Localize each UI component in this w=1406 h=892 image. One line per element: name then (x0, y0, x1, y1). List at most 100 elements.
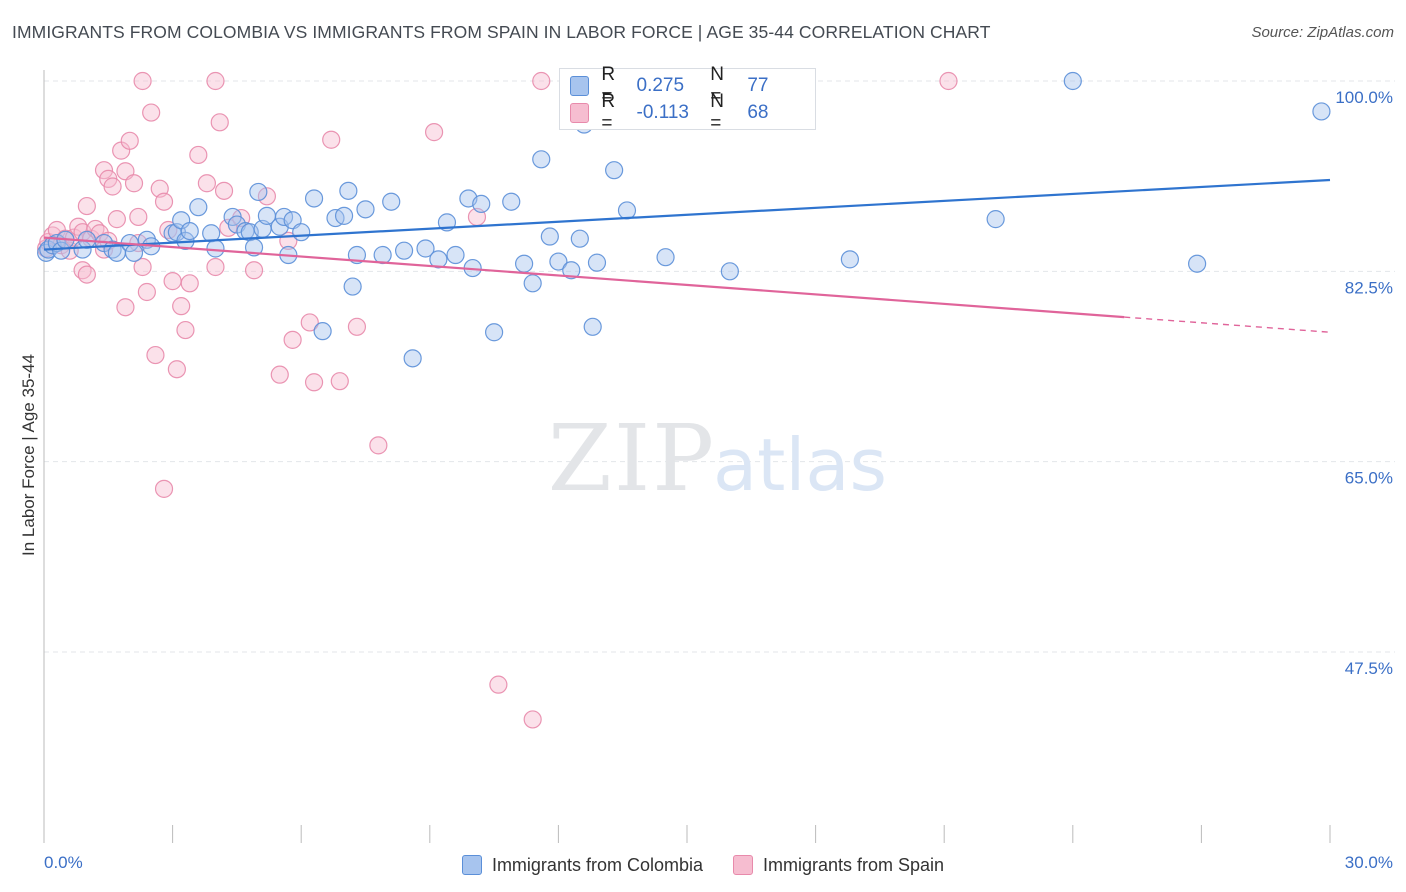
spain-point (489, 675, 508, 694)
colombia-point (292, 223, 311, 242)
colombia-trend-line (43, 178, 1331, 251)
colombia-point (1312, 102, 1331, 121)
colombia-point (485, 323, 504, 342)
spain-point (424, 123, 444, 142)
spain-point (369, 436, 388, 455)
n-label: N = (710, 64, 724, 107)
spain-trend-line (43, 236, 1125, 319)
spain-point (133, 257, 152, 277)
spain-point (283, 330, 302, 349)
legend-item-colombia[interactable]: Immigrants from Colombia (461, 854, 703, 876)
spain-point (257, 187, 277, 206)
colombia-point (656, 248, 675, 267)
colombia-point (52, 241, 71, 260)
colombia-point (840, 250, 859, 269)
colombia-point (617, 201, 637, 220)
colombia-point (587, 253, 607, 272)
colombia-point (570, 229, 589, 248)
n-label: N = (710, 91, 724, 134)
legend-item-spain[interactable]: Immigrants from Spain (733, 855, 944, 876)
colombia-point (540, 227, 559, 246)
legend-label-colombia: Immigrants from Colombia (491, 854, 703, 875)
colombia-point (339, 181, 358, 200)
colombia-point (334, 206, 354, 225)
legend-label-spain: Immigrants from Spain (763, 854, 945, 875)
colombia-legend-icon (461, 855, 482, 875)
colombia-point (472, 194, 491, 214)
grid-layer (44, 80, 1395, 653)
colombia-point (583, 317, 602, 336)
axis-layer (43, 70, 1331, 843)
spain-point (176, 320, 195, 340)
colombia-point (356, 200, 375, 219)
spain-point (167, 360, 186, 379)
spain-point (347, 317, 367, 336)
colombia-point (343, 277, 362, 296)
spain-point (210, 113, 229, 132)
y-tick-label: 82.5% (1345, 278, 1393, 297)
colombia-point (523, 274, 542, 293)
colombia-point (304, 189, 324, 208)
spain-r-value: -0.113 (636, 102, 689, 123)
spain-point (146, 345, 165, 365)
r-label: R = (601, 64, 616, 107)
colombia-point (605, 161, 624, 180)
spain-point (939, 71, 958, 91)
spain-point (172, 297, 191, 316)
trend-lines (43, 178, 1331, 333)
r-label: R = (601, 91, 616, 134)
spain-point (94, 161, 114, 180)
colombia-point (515, 254, 534, 273)
stats-row-colombia: R = 0.275 N = 77 (570, 64, 815, 107)
spain-point (154, 479, 174, 498)
spain-trend-line-dashed (1124, 316, 1331, 333)
colombia-point (206, 239, 225, 258)
colombia-point (1063, 71, 1082, 91)
colombia-point (446, 245, 465, 265)
spain-point (206, 257, 225, 277)
spain-point (137, 282, 156, 302)
colombia-point (180, 221, 199, 241)
spain-point (154, 192, 174, 211)
y-tick-label: 47.5% (1345, 659, 1393, 678)
watermark-atlas: atlas (713, 423, 887, 507)
colombia-point (403, 349, 422, 368)
watermark: ZIP atlas (548, 405, 887, 512)
series-spain-points (37, 71, 958, 729)
colombia-point (720, 262, 739, 281)
colombia-point (394, 241, 414, 260)
spain-point (120, 131, 139, 150)
spain-point (322, 130, 341, 149)
spain-point (206, 71, 225, 91)
x-tick-label-right: 30.0% (1345, 853, 1393, 872)
spain-point (532, 71, 551, 91)
colombia-point (429, 250, 448, 269)
tick-labels: 100.0% 82.5% 65.0% 47.5% 0.0% 30.0% (44, 88, 1393, 872)
spain-point (304, 373, 324, 392)
colombia-point (1188, 254, 1207, 273)
x-tick-label-left: 0.0% (44, 853, 83, 872)
colombia-point (986, 210, 1005, 229)
spain-point (124, 174, 144, 193)
y-axis-label: In Labor Force | Age 35-44 (19, 354, 38, 556)
colombia-point (549, 252, 568, 271)
spain-point (103, 177, 122, 196)
spain-swatch-icon (570, 103, 590, 123)
spain-point (214, 181, 234, 200)
spain-point (116, 298, 135, 317)
spain-point (270, 365, 289, 384)
spain-point (180, 274, 199, 293)
spain-point (77, 265, 96, 284)
colombia-point (189, 198, 208, 217)
colombia-point (249, 182, 268, 202)
spain-point (523, 710, 542, 729)
spain-point (197, 174, 216, 193)
spain-point (189, 145, 208, 165)
spain-point (107, 210, 126, 229)
colombia-point (124, 243, 144, 262)
spain-point (244, 261, 264, 280)
chart-title: IMMIGRANTS FROM COLOMBIA VS IMMIGRANTS F… (12, 22, 991, 42)
watermark-zip: ZIP (548, 405, 716, 512)
colombia-point (373, 245, 392, 265)
